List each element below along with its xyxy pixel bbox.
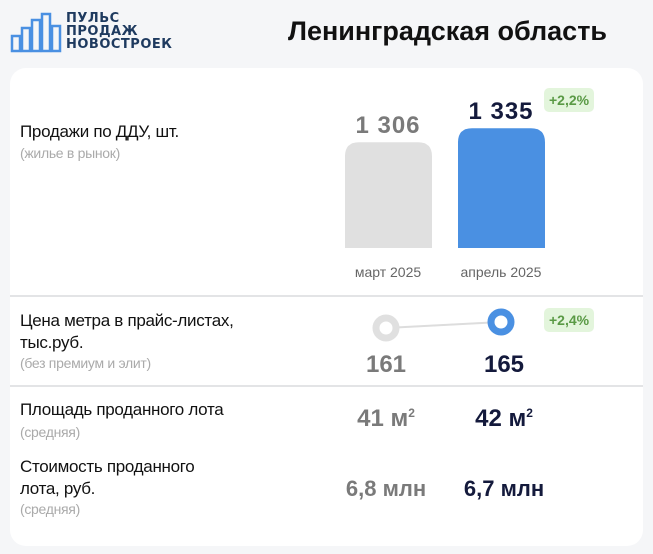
x-label-april: апрель 2025	[460, 264, 542, 280]
price-note: (без премиум и элит)	[20, 355, 151, 371]
area-note: (средняя)	[20, 424, 80, 440]
sales-note: (жилье в рынок)	[20, 145, 120, 161]
area-value-april: 42 м	[475, 405, 527, 432]
cost-value-april: 6,7 млн	[463, 476, 545, 501]
sales-label: Продажи по ДДУ, шт.	[20, 122, 179, 141]
unit-sup: 2	[526, 406, 533, 420]
area-value-march: 41 м	[357, 405, 409, 432]
cost-label-2: лота, руб.	[20, 479, 96, 498]
bar-1	[458, 128, 545, 248]
bar-0	[345, 142, 432, 248]
x-label-march: март 2025	[354, 264, 422, 280]
bar-value-april: 1 335	[468, 98, 534, 125]
divider	[10, 295, 643, 297]
logo-text: ПУЛЬС ПРОДАЖ НОВОСТРОЕК	[66, 12, 172, 51]
logo-line: НОВОСТРОЕК	[66, 37, 173, 52]
logo-line: ПУЛЬС	[66, 11, 120, 26]
cost-note: (средняя)	[20, 501, 80, 517]
price-point-0	[372, 314, 400, 342]
area-label: Площадь проданного лота	[20, 400, 224, 419]
price-label-1: Цена метра в прайс-листах,	[20, 311, 234, 330]
price-value-april: 165	[483, 351, 525, 378]
page-title: Ленинградская область	[288, 16, 608, 46]
cost-value-march: 6,8 млн	[345, 476, 427, 501]
divider	[10, 385, 643, 387]
logo-icon	[10, 12, 62, 53]
price-value-march: 161	[365, 351, 407, 378]
unit-sup: 2	[408, 406, 415, 420]
sales-change-badge: +2,2%	[544, 88, 595, 112]
cost-label-1: Стоимость проданного	[20, 457, 195, 476]
bar-value-march: 1 306	[355, 112, 421, 139]
price-label-2: тыс.руб.	[20, 333, 84, 352]
price-point-1	[487, 308, 515, 336]
logo-line: ПРОДАЖ	[66, 24, 139, 39]
price-change-badge: +2,4%	[544, 308, 595, 332]
price-line	[385, 321, 502, 329]
